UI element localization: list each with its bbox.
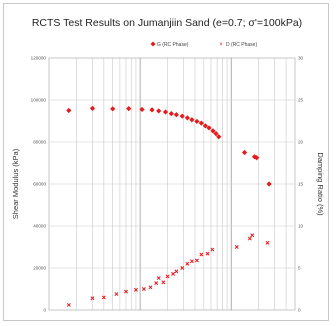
legend-label-d: D (RC Phase) (226, 42, 257, 48)
d-data-point (171, 271, 176, 276)
d-data-point (174, 269, 179, 274)
d-data-point (148, 285, 153, 290)
y-tick-label: 100000 (31, 98, 47, 103)
data-marks (66, 105, 272, 307)
d-data-point (133, 287, 138, 292)
legend: G (RC Phase) × D (RC Phase) (150, 41, 257, 48)
d-data-point (66, 303, 71, 307)
y2-tick-label: 5 (298, 266, 301, 271)
y-tick-label: 80000 (33, 140, 46, 145)
y-tick-label: 20000 (33, 266, 46, 271)
g-data-point (184, 115, 190, 121)
y-tick-label: 40000 (33, 224, 46, 229)
d-data-point (250, 233, 255, 238)
y2-tick-label: 15 (298, 182, 304, 187)
g-data-point (126, 106, 132, 112)
g-data-point (202, 123, 208, 129)
grid-lines (49, 58, 296, 310)
legend-marker-g (150, 41, 156, 47)
y-tick-label: 120000 (31, 56, 47, 61)
d-data-point (114, 292, 119, 296)
y2-axis-label: Damping Ratio (%) (316, 152, 325, 216)
d-data-point (265, 240, 270, 245)
d-data-point (101, 295, 106, 300)
tick-labels: 0 20000 40000 60000 80000 100000 120000 0 5 10 15 2… (31, 56, 304, 313)
y2-tick-label: 10 (298, 224, 304, 229)
d-data-point (205, 251, 210, 256)
y2-tick-label: 30 (298, 56, 304, 61)
g-data-point (179, 113, 185, 119)
g-data-point (213, 131, 219, 137)
g-data-point (210, 128, 216, 134)
d-data-point (180, 266, 185, 270)
d-data-point (124, 289, 128, 294)
d-data-point (141, 287, 146, 291)
legend-marker-d: × (219, 42, 223, 48)
g-data-point (173, 112, 179, 118)
chart-svg: RCTS Test Results on Jumanjiin Sand (e=0… (11, 17, 325, 313)
y2-tick-label: 25 (298, 98, 304, 103)
y-axis-label: Shear Modulus (kPa) (11, 148, 20, 219)
d-data-point (199, 252, 204, 257)
d-data-point (189, 259, 194, 264)
y-tick-label: 60000 (33, 182, 46, 187)
d-data-point (154, 281, 159, 286)
g-data-point (206, 125, 212, 131)
d-data-point (161, 280, 166, 285)
g-data-point (216, 134, 222, 140)
g-data-point (168, 111, 174, 117)
y2-tick-label: 20 (298, 140, 304, 145)
g-data-point (266, 181, 272, 187)
d-data-point (247, 236, 252, 241)
chart-title: RCTS Test Results on Jumanjiin Sand (e=0… (32, 17, 302, 29)
d-data-point (210, 247, 215, 252)
g-data-point (162, 109, 169, 115)
d-data-point (90, 296, 95, 301)
g-data-point (89, 105, 96, 111)
chart-frame: RCTS Test Results on Jumanjiin Sand (e=0… (3, 3, 329, 321)
legend-label-g: G (RC Phase) (157, 42, 189, 48)
g-data-point (149, 107, 155, 113)
d-data-point (165, 274, 170, 279)
g-data-point (156, 108, 162, 114)
g-data-point (139, 106, 145, 113)
d-data-point (234, 245, 239, 249)
g-data-point (66, 107, 72, 114)
legend-item-d: × D (RC Phase) (219, 42, 257, 48)
g-data-point (241, 149, 248, 156)
g-data-point (189, 117, 195, 123)
g-data-point (110, 106, 116, 112)
d-data-point (185, 261, 190, 266)
d-data-point (156, 276, 161, 281)
g-data-point (254, 155, 260, 161)
d-data-point (194, 258, 199, 263)
y-tick-label: 0 (43, 308, 46, 313)
g-data-point (194, 118, 200, 125)
g-data-point (198, 120, 204, 126)
legend-item-g: G (RC Phase) (150, 41, 189, 48)
y2-tick-label: 0 (298, 308, 301, 313)
